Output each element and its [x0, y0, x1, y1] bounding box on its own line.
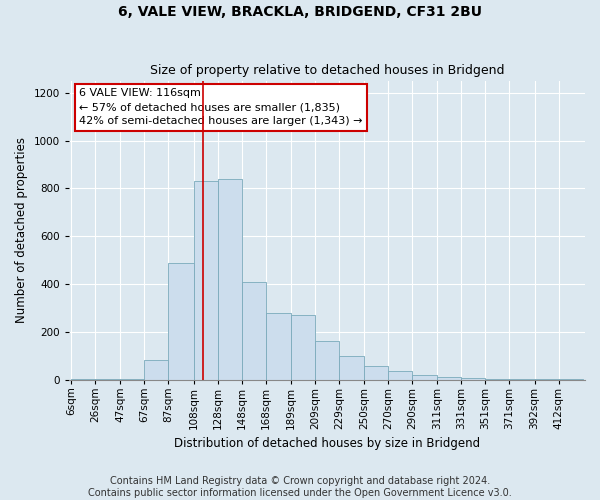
Bar — [266, 312, 291, 380]
Bar — [485, 379, 509, 380]
Bar — [315, 342, 339, 380]
Bar — [291, 315, 315, 380]
Bar — [71, 379, 95, 380]
Bar — [364, 366, 388, 380]
Text: Contains HM Land Registry data © Crown copyright and database right 2024.
Contai: Contains HM Land Registry data © Crown c… — [88, 476, 512, 498]
Bar — [559, 379, 583, 380]
Bar — [509, 379, 535, 380]
Bar — [535, 379, 559, 380]
Title: Size of property relative to detached houses in Bridgend: Size of property relative to detached ho… — [149, 64, 504, 77]
Bar — [95, 379, 121, 380]
X-axis label: Distribution of detached houses by size in Bridgend: Distribution of detached houses by size … — [174, 437, 480, 450]
Bar — [461, 378, 485, 380]
Bar — [339, 356, 364, 380]
Bar — [218, 179, 242, 380]
Bar — [388, 371, 412, 380]
Bar — [169, 262, 194, 380]
Bar — [437, 376, 461, 380]
Text: 6, VALE VIEW, BRACKLA, BRIDGEND, CF31 2BU: 6, VALE VIEW, BRACKLA, BRIDGEND, CF31 2B… — [118, 5, 482, 19]
Bar — [121, 379, 145, 380]
Y-axis label: Number of detached properties: Number of detached properties — [15, 138, 28, 324]
Bar — [242, 282, 266, 380]
Bar — [145, 360, 169, 380]
Text: 6 VALE VIEW: 116sqm
← 57% of detached houses are smaller (1,835)
42% of semi-det: 6 VALE VIEW: 116sqm ← 57% of detached ho… — [79, 88, 362, 126]
Bar — [194, 182, 218, 380]
Bar — [412, 376, 437, 380]
